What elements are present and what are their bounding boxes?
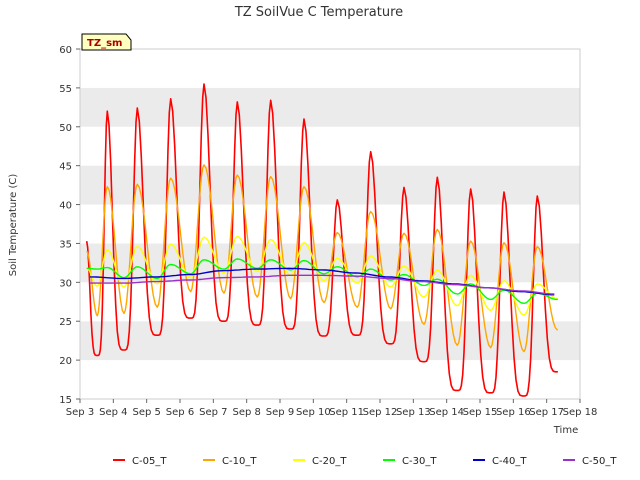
legend-label: C-20_T — [312, 456, 347, 467]
grid-band — [80, 87, 580, 127]
site-badge: TZ_sm — [81, 33, 132, 51]
x-axis: Sep 3 Sep 4 Sep 5 Sep 6 Sep 7 Sep 8 Sep 9 Sep 1… — [66, 399, 598, 418]
x-tick-label: Sep 11 — [329, 407, 364, 418]
x-tick-label: Sep 5 — [132, 407, 160, 418]
legend-label: C-30_T — [402, 456, 437, 467]
y-tick-label: 40 — [59, 201, 72, 212]
grid-band — [80, 204, 580, 244]
x-tick-label: Sep 17 — [529, 407, 564, 418]
y-axis-title: Soil Temperature (C) — [8, 174, 19, 277]
grid-band — [80, 165, 580, 205]
y-axis: 15 20 25 30 35 40 45 50 55 60 — [59, 45, 80, 406]
legend-label: C-05_T — [132, 456, 167, 467]
y-tick-label: 50 — [59, 123, 72, 134]
x-axis-title: Time — [553, 425, 578, 436]
series-line-C-20_T — [86, 235, 558, 316]
grid-bands — [80, 49, 580, 399]
legend: C-05_T C-10_T C-20_T C-30_T C-40_T C-50_T — [113, 456, 617, 467]
x-tick-label: Sep 6 — [166, 407, 194, 418]
x-tick-label: Sep 4 — [99, 407, 127, 418]
series-line-C-50_T — [90, 274, 555, 295]
x-tick-label: Sep 3 — [66, 407, 94, 418]
x-tick-label: Sep 12 — [363, 407, 398, 418]
grid-band — [80, 360, 580, 399]
series-layer — [85, 83, 559, 397]
x-tick-label: Sep 13 — [396, 407, 431, 418]
badge-label: TZ_sm — [87, 38, 122, 49]
series-line-C-10_T — [86, 164, 558, 353]
y-tick-label: 35 — [59, 239, 72, 250]
legend-label: C-40_T — [492, 456, 527, 467]
x-tick-label: Sep 8 — [232, 407, 260, 418]
x-tick-label: Sep 14 — [429, 407, 464, 418]
y-tick-label: 20 — [59, 356, 72, 367]
x-tick-label: Sep 9 — [266, 407, 294, 418]
y-tick-label: 60 — [59, 45, 72, 56]
x-tick-label: Sep 15 — [463, 407, 498, 418]
y-tick-label: 15 — [59, 395, 72, 406]
chart-title: TZ SoilVue C Temperature — [234, 5, 403, 20]
grid-band — [80, 49, 580, 88]
y-tick-label: 30 — [59, 278, 72, 289]
x-tick-label: Sep 10 — [296, 407, 331, 418]
x-tick-label: Sep 18 — [563, 407, 598, 418]
legend-label: C-10_T — [222, 456, 257, 467]
series-line-C-05_T — [85, 83, 559, 397]
legend-label: C-50_T — [582, 456, 617, 467]
x-tick-label: Sep 16 — [496, 407, 531, 418]
grid-band — [80, 126, 580, 166]
plot-frame — [79, 48, 581, 400]
x-tick-label: Sep 7 — [199, 407, 227, 418]
series-line-C-30_T — [86, 258, 558, 304]
grid-band — [80, 321, 580, 361]
y-tick-label: 25 — [59, 317, 72, 328]
y-tick-label: 55 — [59, 84, 72, 95]
y-tick-label: 45 — [59, 162, 72, 173]
badge-box — [81, 33, 132, 51]
